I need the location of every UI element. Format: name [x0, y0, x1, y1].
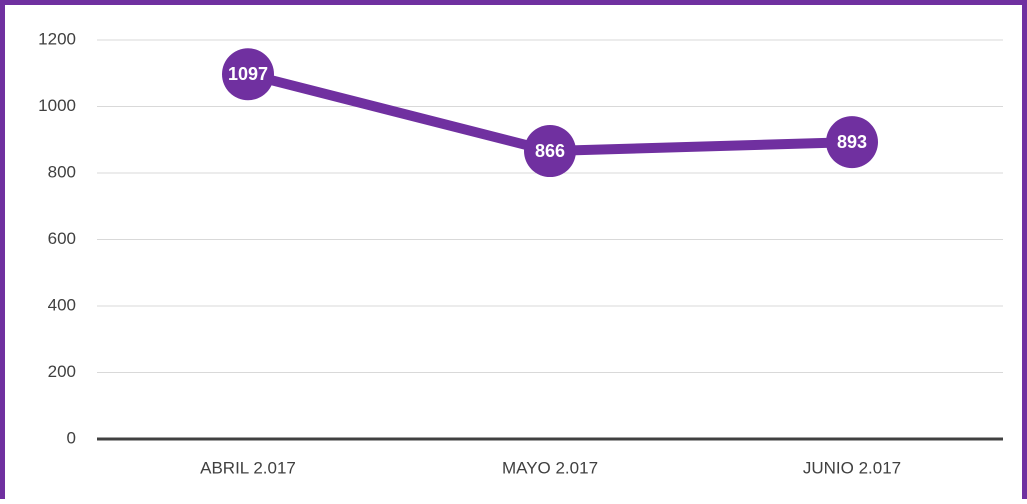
data-label: 866 [535, 141, 565, 161]
y-tick-label: 600 [48, 229, 76, 248]
point-marker [222, 48, 274, 101]
x-tick-label: ABRIL 2.017 [200, 458, 296, 477]
x-tick-label: MAYO 2.017 [502, 458, 598, 477]
data-label: 1097 [228, 64, 268, 84]
data-label: 893 [837, 132, 867, 152]
y-tick-label: 800 [48, 162, 76, 181]
y-tick-label: 0 [67, 428, 76, 447]
y-tick-label: 1200 [38, 29, 76, 48]
y-tick-label: 400 [48, 295, 76, 314]
point-marker [826, 116, 878, 169]
point-marker [524, 125, 576, 178]
x-tick-label: JUNIO 2.017 [803, 458, 901, 477]
y-tick-label: 200 [48, 362, 76, 381]
y-tick-label: 1000 [38, 96, 76, 115]
